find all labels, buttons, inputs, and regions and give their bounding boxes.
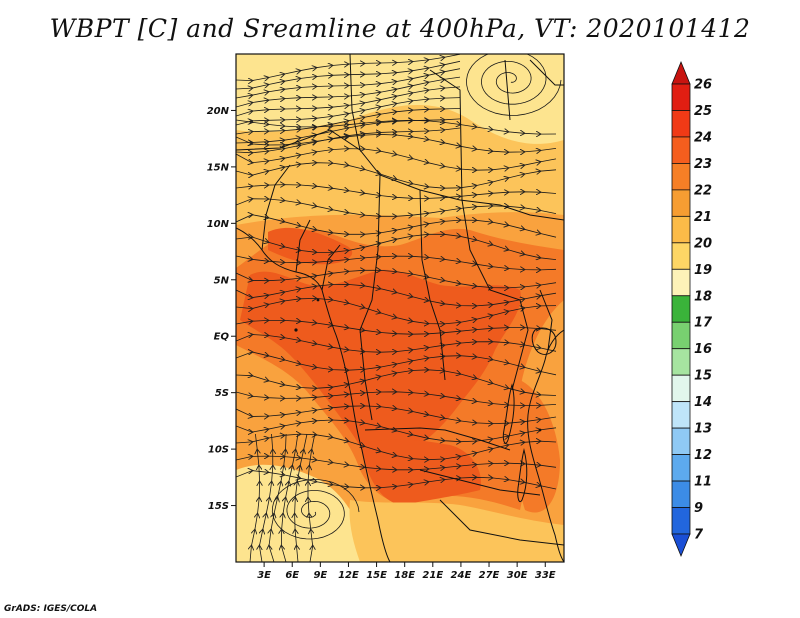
- map-plot-area: [236, 54, 564, 562]
- streamline: [308, 433, 315, 562]
- colorbar-segment: [671, 110, 691, 138]
- colorbar-segment: [671, 374, 691, 403]
- colorbar-label: 22: [694, 183, 712, 198]
- island-marker: [538, 428, 542, 432]
- wbpt-region-20-21-south: [349, 500, 564, 562]
- colorbar-label: 14: [694, 395, 712, 410]
- streamline: [236, 128, 461, 153]
- colorbar-label: 19: [694, 263, 712, 278]
- border-lakes-region: [511, 289, 553, 391]
- colorbar-label: 17: [694, 316, 713, 331]
- lat-tick-label: 5N: [214, 275, 230, 286]
- colorbar-segment: [671, 427, 691, 455]
- streamline: [236, 352, 557, 376]
- lon-tick-label: 33E: [535, 570, 556, 581]
- country-borders: [236, 54, 564, 562]
- colorbar-label: 25: [694, 104, 712, 119]
- lat-tick-label: 15N: [207, 162, 230, 173]
- coastline-east: [527, 329, 564, 562]
- border-west-africa: [261, 164, 341, 291]
- colorbar-label: 24: [694, 130, 712, 145]
- colorbar-segment: [671, 163, 691, 191]
- border-sahel: [236, 129, 564, 221]
- colorbar-label: 16: [694, 342, 712, 357]
- lon-tick-label: 21E: [422, 570, 443, 581]
- lat-tick-label: 5S: [215, 388, 229, 399]
- colorbar-segment: [671, 480, 691, 508]
- colorbar-segment: [671, 215, 691, 244]
- lon-tick-label: 30E: [507, 570, 528, 581]
- colorbar-label: 15: [694, 369, 712, 384]
- island-markers: [294, 298, 542, 432]
- lat-tick-label: 10N: [207, 219, 230, 230]
- colorbar-segment: [671, 454, 691, 482]
- colorbar-segment: [671, 295, 691, 323]
- chart-title: WBPT [C] and Sreamline at 400hPa, VT: 20…: [49, 14, 751, 43]
- lake-malawi: [517, 449, 528, 503]
- lat-tick-label: EQ: [214, 332, 230, 343]
- colorbar-label: 11: [694, 475, 712, 490]
- colorbar-label: 23: [694, 157, 712, 172]
- colorbar-segment: [671, 268, 691, 297]
- latitude-axis: 20N 15N 10N 5N EQ 5S 10S 15S: [207, 106, 236, 512]
- colorbar-segment: [671, 242, 691, 270]
- colorbar-label: 26: [694, 78, 712, 93]
- lat-tick-label: 10S: [208, 445, 229, 456]
- lon-tick-label: 24E: [451, 570, 472, 581]
- lat-tick-label: 20N: [207, 106, 230, 117]
- lon-tick-label: 3E: [257, 570, 271, 581]
- streamline: [466, 54, 562, 116]
- colorbar-segment: [671, 507, 691, 535]
- lon-tick-label: 15E: [366, 570, 387, 581]
- island-marker: [316, 298, 320, 302]
- lon-tick-label: 6E: [285, 570, 299, 581]
- grads-credit: GrADS: IGES/COLA: [4, 604, 98, 614]
- colorbar-segment: [671, 533, 691, 558]
- lon-tick-label: 12E: [338, 570, 359, 581]
- colorbar-segment: [671, 189, 691, 217]
- lon-tick-label: 9E: [313, 570, 327, 581]
- lake-victoria: [531, 327, 557, 355]
- colorbar-label: 21: [694, 210, 712, 225]
- lon-tick-label: 27E: [479, 570, 500, 581]
- colorbar-segment: [671, 401, 691, 429]
- colorbar-segment: [671, 348, 691, 376]
- colorbar-label: 9: [694, 501, 703, 516]
- streamline: [295, 433, 308, 562]
- colorbar: 26 25 24 23 22 21 20 19 18 17 16 15 14 13 12 11 9 7: [671, 60, 713, 558]
- colorbar-label: 7: [694, 528, 704, 543]
- border-south: [364, 427, 564, 546]
- colorbar-label: 20: [694, 236, 712, 251]
- colorbar-label: 13: [694, 422, 712, 437]
- map-frame: [235, 53, 565, 563]
- lat-tick-label: 15S: [208, 501, 229, 512]
- border-north-south: [349, 54, 564, 201]
- colorbar-label: 18: [694, 289, 712, 304]
- wbpt-region-19-20-north-east: [454, 54, 564, 114]
- colorbar-segment: [671, 60, 691, 85]
- streamline: [236, 370, 557, 396]
- colorbar-segment: [671, 83, 691, 111]
- colorbar-segment: [671, 321, 691, 350]
- colorbar-label: 12: [694, 448, 712, 463]
- coastline-west: [236, 227, 391, 562]
- lon-tick-label: 18E: [394, 570, 415, 581]
- streamline: [236, 234, 557, 259]
- lake-tanganyika: [502, 383, 515, 444]
- colorbar-segment: [671, 136, 691, 164]
- longitude-axis: 3E 6E 9E 12E 15E 18E 21E 24E 27E 30E 33E: [257, 562, 556, 581]
- border-central: [359, 174, 521, 421]
- streamline: [236, 215, 557, 238]
- island-marker: [294, 328, 298, 332]
